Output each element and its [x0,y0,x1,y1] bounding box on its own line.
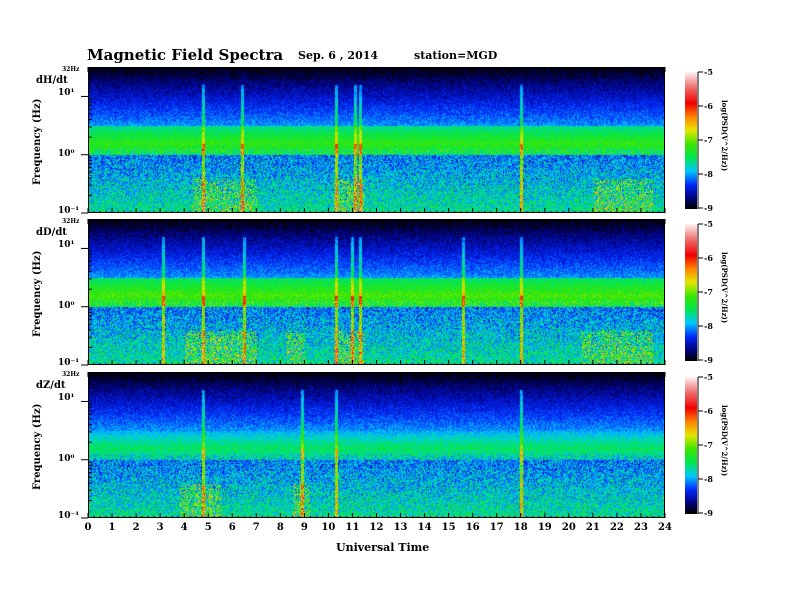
colorbar-tick-label: -5 [704,372,713,382]
x-tick-label: 3 [156,522,164,533]
colorbar: -5 -6 -7 -8 -9 log(PSD(V^2/Hz)) [685,67,729,213]
x-tick-label: 6 [228,522,236,533]
x-tick-label: 11 [345,522,360,533]
y-tick-label: 32Hz [62,66,80,73]
y-tick-label: 10¹ [58,240,75,251]
x-axis: 0 1 2 3 4 5 6 7 8 9 10 11 12 13 14 15 16 17 18 19 20 21 22 23 24 [84,522,672,542]
colorbar-label: log(PSD(V^2/Hz)) [720,252,729,324]
colorbar-axis [697,376,703,514]
x-tick-label: 24 [658,522,672,533]
x-axis-label: Universal Time [336,541,430,554]
panel-label: dH/dt [36,75,68,86]
colorbar-gradient [685,377,697,514]
colorbar-tick-label: -8 [704,474,713,484]
x-tick-label: 20 [561,522,576,533]
x-tick-label: 7 [252,522,260,533]
y-tick-label: 10¹ [58,393,75,404]
colorbar-tick-label: -6 [704,406,713,416]
axis-ticks [81,372,666,519]
x-tick-label: 9 [300,522,308,533]
y-tick-label: 10⁻¹ [58,511,80,521]
x-tick-label: 4 [180,522,188,533]
x-tick-label: 22 [609,522,624,533]
y-tick-label: 10⁰ [58,300,75,311]
colorbar-tick-label: -9 [704,203,713,213]
axis-ticks [81,67,666,214]
colorbar-axis [697,71,703,209]
colorbar-tick-label: -7 [704,287,713,297]
y-tick-label: 32Hz [62,218,80,225]
x-tick-label: 17 [489,522,504,533]
y-tick-label: 10¹ [58,88,75,99]
y-tick-label: 10⁰ [58,453,75,464]
axis-ticks [81,219,666,366]
colorbar-axis [697,223,703,361]
colorbar-tick-label: -5 [704,67,713,77]
y-tick-label: 10⁻¹ [58,206,80,216]
x-tick-label: 5 [204,522,212,533]
spectrogram-image [88,219,665,365]
y-axis-label: Frequency (Hz) [32,250,43,337]
colorbar-tick-label: -8 [704,321,713,331]
spectrogram-image [88,372,665,518]
colorbar: -5 -6 -7 -8 -9 log(PSD(V^2/Hz)) [685,372,729,518]
x-tick-label: 0 [84,522,92,533]
y-tick-label: 32Hz [62,371,80,378]
x-tick-label: 18 [513,522,528,533]
colorbar-gradient [685,72,697,209]
colorbar-tick-label: -8 [704,169,713,179]
colorbar-tick-label: -9 [704,355,713,365]
colorbar-tick-label: -5 [704,219,713,229]
colorbar: -5 -6 -7 -8 -9 log(PSD(V^2/Hz)) [685,219,729,365]
colorbar-gradient [685,224,697,361]
x-tick-label: 13 [393,522,408,533]
figure-title: Magnetic Field Spectra [87,46,284,64]
colorbar-tick-label: -7 [704,440,713,450]
x-tick-label: 8 [276,522,284,533]
x-tick-label: 23 [633,522,648,533]
panel-label: dZ/dt [36,380,66,391]
x-tick-label: 14 [417,522,432,533]
y-axis-label: Frequency (Hz) [32,403,43,490]
colorbar-tick-label: -6 [704,253,713,263]
colorbar-tick-label: -7 [704,135,713,145]
spectrogram-image [88,67,665,213]
x-tick-label: 15 [441,522,456,533]
x-tick-label: 21 [585,522,600,533]
station-label: station=MGD [414,49,498,62]
x-tick-label: 2 [132,522,140,533]
date-label: Sep. 6 , 2014 [298,49,379,62]
x-tick-label: 19 [537,522,552,533]
colorbar-label: log(PSD(V^2/Hz)) [720,100,729,172]
spectrogram-panel-0: dH/dt Frequency (Hz) 32Hz 10¹ 10⁰ 10⁻¹ [32,67,666,216]
x-tick-label: 16 [465,522,480,533]
spectrogram-panel-1: dD/dt Frequency (Hz) 32Hz 10¹ 10⁰ 10⁻¹ [32,219,666,368]
x-tick-label: 10 [321,522,336,533]
x-tick-label: 1 [108,522,116,533]
panel-label: dD/dt [36,227,67,238]
y-tick-label: 10⁰ [58,148,75,159]
spectrogram-panel-2: dZ/dt Frequency (Hz) 32Hz 10¹ 10⁰ 10⁻¹ [32,372,666,521]
colorbar-tick-label: -6 [704,101,713,111]
colorbar-tick-label: -9 [704,508,713,518]
y-axis-label: Frequency (Hz) [32,98,43,185]
x-tick-label: 12 [369,522,384,533]
y-tick-label: 10⁻¹ [58,358,80,368]
colorbar-label: log(PSD(V^2/Hz)) [720,405,729,477]
